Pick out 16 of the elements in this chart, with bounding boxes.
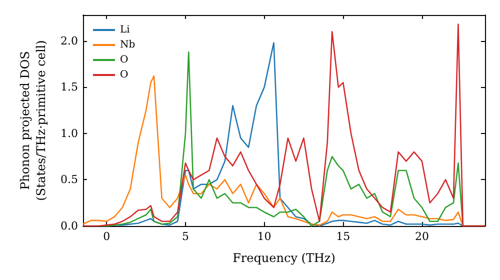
y-tick-label: 1.0 <box>60 126 78 140</box>
x-tick-label: 5 <box>182 230 189 243</box>
x-axis-title: Frequency (THz) <box>232 251 336 265</box>
legend-label: O <box>120 70 128 80</box>
legend-label: Li <box>120 24 130 36</box>
x-tick-label: 20 <box>414 230 429 243</box>
legend-label: Nb <box>120 40 136 50</box>
y-axis-title: Phonon projected DOS (States/THz·primitive cell) <box>18 40 48 201</box>
legend-label: O <box>120 54 128 66</box>
x-tick-label: 0 <box>103 230 110 243</box>
y-tick-label: 1.5 <box>60 80 78 94</box>
y-tick-label: 2.0 <box>60 34 78 48</box>
y-tick-label: 0.0 <box>60 220 78 232</box>
x-tick-label: 15 <box>336 230 350 243</box>
y-tick-label: 0.5 <box>60 173 78 186</box>
x-tick-label: 10 <box>257 230 272 243</box>
